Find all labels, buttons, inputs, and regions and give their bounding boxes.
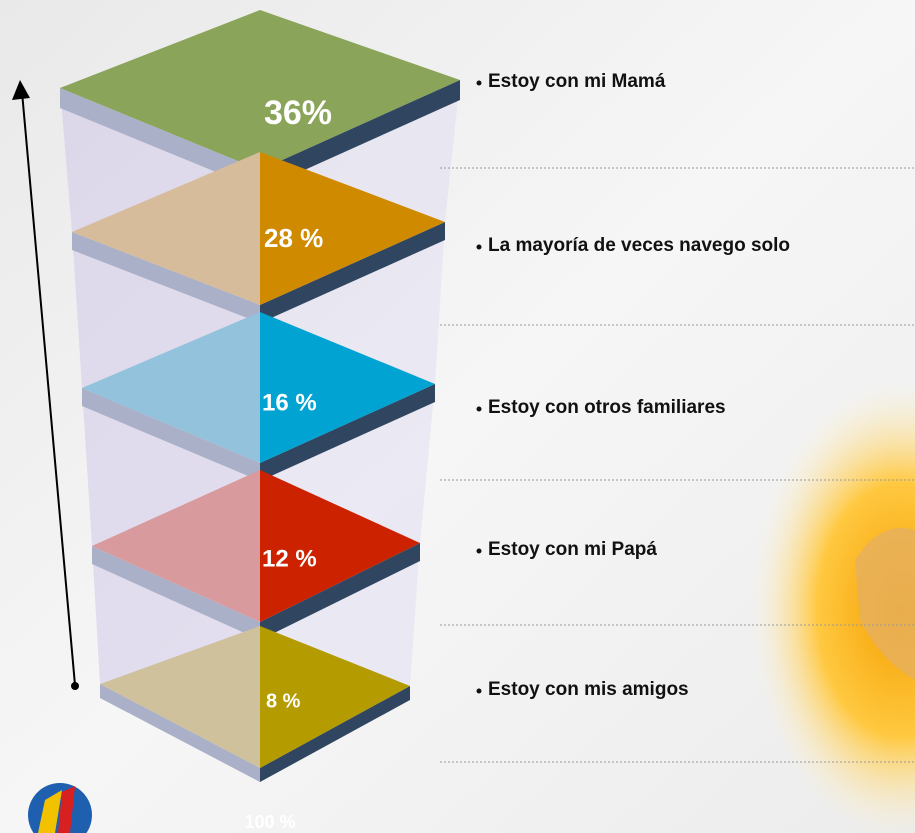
item-label: La mayoría de veces navego solo [488,235,790,256]
plate-side-left [82,388,260,481]
bullet [476,548,482,554]
bullet [476,406,482,412]
bullet [476,244,482,250]
item-label: Estoy con mi Papá [488,539,657,560]
plate-side-left [92,546,260,640]
arrow-line [21,91,76,686]
plate-side-left [100,684,260,782]
percent-label: 36% [264,94,332,132]
bullet [476,80,482,86]
plate-top-right [260,470,420,622]
plate-side-right [260,543,420,640]
plate-top-right [260,312,435,463]
percent-label: 28 % [264,223,323,253]
plate-top-left [60,10,260,170]
plate-top-left [72,152,260,305]
plate-side-right [260,80,460,190]
plate-side-right [260,686,410,782]
plate-top-right [260,626,410,768]
plate-top-right [260,152,445,305]
percent-label: 12 % [262,545,317,572]
plate-side-right [260,384,435,481]
footer-label: 100 % [244,812,295,832]
item-label: Estoy con mi Mamá [488,71,666,92]
plate-side-right [260,222,445,323]
percent-label: 8 % [266,690,301,712]
item-label: Estoy con otros familiares [488,397,726,418]
percent-label: 16 % [262,389,317,416]
plate-top-left [100,626,260,768]
plate-top-left [92,470,260,622]
plate-top-left [82,312,260,463]
logo [28,783,92,833]
decoration-glow [750,380,915,833]
plate-side-left [60,88,260,190]
bullet [476,688,482,694]
plate-top-right [260,10,460,170]
decoration-hand [855,528,915,680]
item-label: Estoy con mis amigos [488,679,689,700]
arrow-dot [71,682,79,690]
arrow-head [12,80,30,100]
plate-side-left [72,232,260,323]
plates: 36% 28 % 16 % 12 % 8 % [60,10,460,782]
